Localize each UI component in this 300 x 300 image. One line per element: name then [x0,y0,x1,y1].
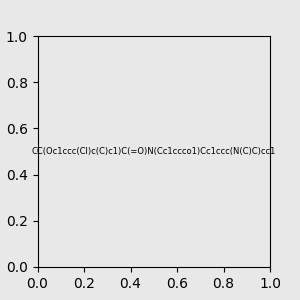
Text: CC(Oc1ccc(Cl)c(C)c1)C(=O)N(Cc1ccco1)Cc1ccc(N(C)C)cc1: CC(Oc1ccc(Cl)c(C)c1)C(=O)N(Cc1ccco1)Cc1c… [32,147,276,156]
